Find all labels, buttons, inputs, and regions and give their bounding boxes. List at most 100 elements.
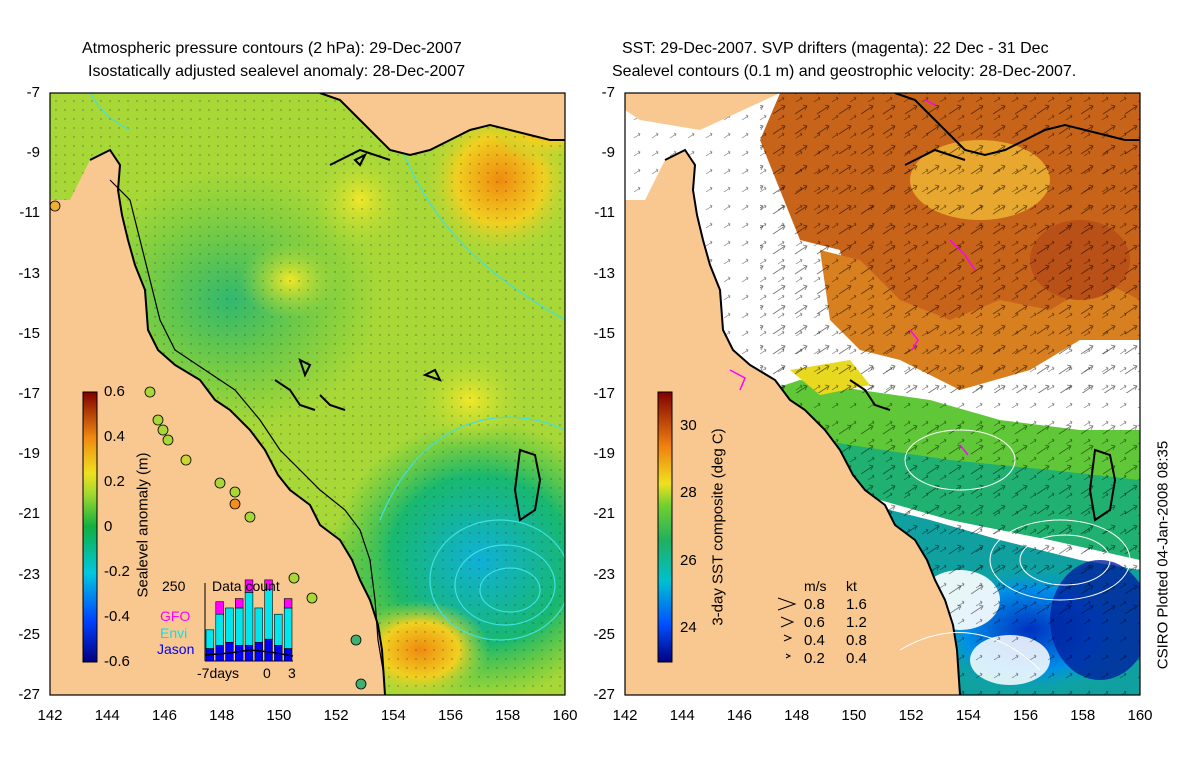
inset-bar-jason <box>235 645 244 662</box>
right-x-tick: 154 <box>955 707 981 724</box>
left-land-new-guinea <box>50 93 565 155</box>
right-colorbar-tick: 24 <box>680 619 697 637</box>
right-x-tick: 160 <box>1127 707 1153 724</box>
right-x-tick: 152 <box>898 707 924 724</box>
inset-bar-jason <box>244 645 254 662</box>
right-y-tick: -11 <box>594 204 615 222</box>
right-colorbar-label: 3-day SST composite (deg C) <box>709 428 727 626</box>
inset-bar-jason <box>264 638 273 662</box>
inset-y-tick: 250 <box>162 578 186 594</box>
inset-bar-gfo <box>283 598 293 609</box>
left-x-tick: 156 <box>438 707 464 724</box>
right-y-tick: -19 <box>593 445 615 463</box>
inset-bar-envi <box>283 607 293 649</box>
inset-x-tick-end: 3 <box>288 665 296 681</box>
velocity-legend-kt: 1.2 <box>846 614 867 631</box>
left-x-tick: 144 <box>94 707 120 724</box>
left-y-tick: -15 <box>18 324 40 342</box>
velocity-legend-header-ms: m/s <box>804 578 827 594</box>
inset-bar-jason <box>225 641 234 662</box>
inset-legend-envi: Envi <box>160 625 188 641</box>
right-y-tick: -27 <box>593 686 615 703</box>
inset-bar-envi <box>244 592 254 646</box>
left-title-line1: Atmospheric pressure contours (2 hPa): 2… <box>82 40 462 57</box>
velocity-legend-header-kt: kt <box>846 578 857 594</box>
left-x-tick: 142 <box>37 707 63 724</box>
left-colorbar-tick: 0.6 <box>104 383 125 400</box>
right-x-tick: 146 <box>726 707 752 724</box>
left-colorbar-tick: 0.2 <box>104 473 125 490</box>
velocity-legend-ms: 0.4 <box>804 632 825 649</box>
right-colorbar-tick: 26 <box>680 551 697 569</box>
left-x-tick: 160 <box>552 707 578 724</box>
inset-bar-gfo <box>264 579 273 590</box>
left-y-tick: -9 <box>26 144 40 162</box>
velocity-legend-arrows <box>777 597 797 659</box>
velocity-legend-kt: 0.4 <box>846 650 867 667</box>
right-land-new-guinea <box>625 93 780 130</box>
inset-bar-envi <box>254 607 263 643</box>
right-y-tick: -25 <box>593 625 615 643</box>
right-colorbar-tick: 30 <box>680 416 697 434</box>
inset-bar-gfo <box>235 598 244 609</box>
left-y-tick: -13 <box>18 264 40 282</box>
inset-bar-envi <box>205 629 215 649</box>
velocity-legend-kt: 1.6 <box>846 596 867 613</box>
right-y-tick: -13 <box>593 264 615 282</box>
right-title-line1: SST: 29-Dec-2007. SVP drifters (magenta)… <box>622 40 1049 57</box>
right-y-tick: -7 <box>601 84 615 101</box>
right-x-tick: 150 <box>841 707 867 724</box>
left-land-australia <box>50 150 385 695</box>
inset-bar-envi <box>264 588 273 640</box>
right-sst-field <box>625 93 1140 695</box>
inset-bar-envi <box>235 607 244 646</box>
right-x-tick: 142 <box>612 707 638 724</box>
velocity-legend-kt: 0.8 <box>846 632 867 649</box>
left-sla-field <box>50 93 565 695</box>
right-title-line2: Sealevel contours (0.1 m) and geostrophi… <box>612 63 1077 80</box>
right-x-tick: 148 <box>784 707 810 724</box>
inset-title: Data count <box>212 578 280 594</box>
left-colorbar-label: Sealevel anomaly (m) <box>134 452 152 598</box>
right-y-tick: -23 <box>593 565 615 583</box>
inset-bar-envi <box>215 613 224 646</box>
credit-text: CSIRO Plotted 04-Jan-2008 08:35 <box>1154 440 1172 670</box>
left-x-tick: 152 <box>323 707 349 724</box>
right-y-tick: -21 <box>593 505 615 523</box>
inset-bar-gfo <box>244 579 254 593</box>
right-x-tick: 144 <box>669 707 695 724</box>
left-colorbar-tick: 0 <box>104 518 113 535</box>
velocity-legend-ms: 0.8 <box>804 596 825 613</box>
right-x-tick: 158 <box>1070 707 1096 724</box>
right-y-tick: -17 <box>593 385 615 402</box>
inset-bar-gfo <box>215 601 224 615</box>
left-x-tick: 158 <box>495 707 521 724</box>
right-y-tick: -9 <box>601 144 615 162</box>
inset-x-tick-start: -7days <box>197 665 240 681</box>
inset-legend-gfo: GFO <box>160 608 191 624</box>
inset-x-tick-zero: 0 <box>263 665 271 681</box>
right-x-tick: 156 <box>1013 707 1039 724</box>
left-y-tick: -25 <box>18 625 40 643</box>
left-y-tick: -27 <box>18 686 40 703</box>
left-colorbar-tick: -0.4 <box>104 608 130 625</box>
inset-bar-envi <box>225 607 234 643</box>
left-y-tick: -7 <box>26 84 40 101</box>
left-title-line2: Isostatically adjusted sealevel anomaly:… <box>88 63 466 80</box>
left-x-tick: 154 <box>380 707 406 724</box>
left-colorbar-tick: -0.2 <box>104 563 130 580</box>
left-y-tick: -11 <box>19 204 40 222</box>
velocity-legend-ms: 0.2 <box>804 650 825 667</box>
left-x-tick: 150 <box>266 707 292 724</box>
left-x-tick: 146 <box>151 707 177 724</box>
data-count-inset <box>204 579 294 662</box>
right-colorbar <box>657 391 673 663</box>
left-x-tick: 148 <box>209 707 235 724</box>
inset-bar-envi <box>274 613 283 646</box>
left-y-tick: -17 <box>18 385 40 402</box>
velocity-legend-ms: 0.6 <box>804 614 825 631</box>
left-y-tick: -21 <box>18 505 40 523</box>
right-land-australia <box>625 150 960 695</box>
left-y-tick: -19 <box>18 445 40 463</box>
